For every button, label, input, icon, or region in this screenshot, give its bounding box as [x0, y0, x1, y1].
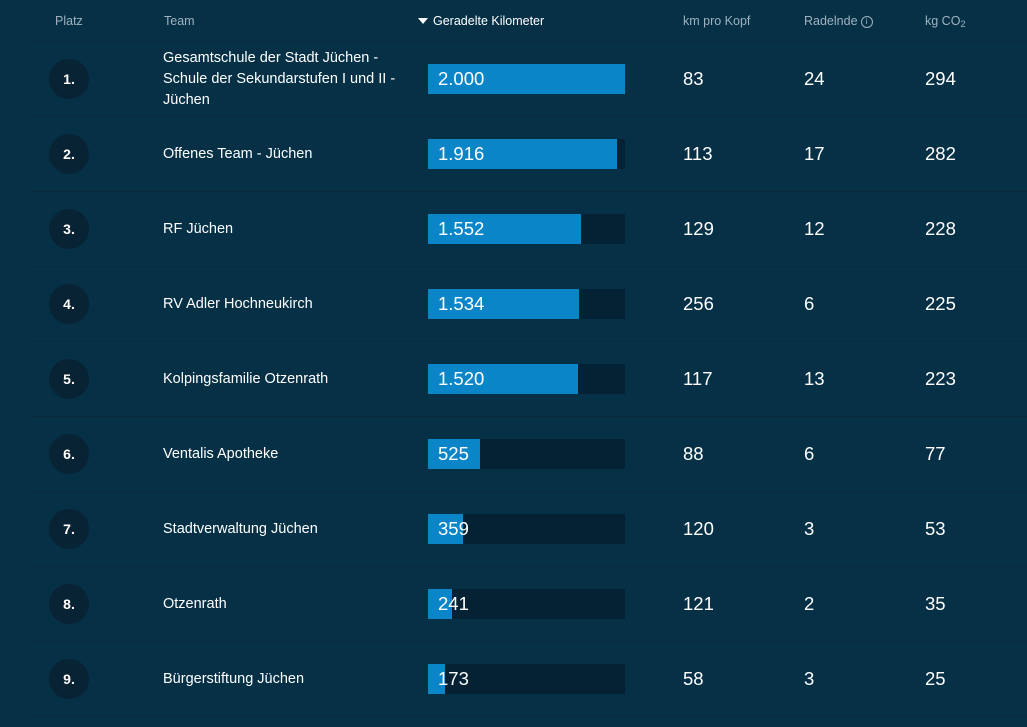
km-per-head-value: 120 — [683, 518, 714, 539]
km-value: 1.916 — [438, 143, 485, 164]
rank-badge: 5. — [49, 359, 89, 399]
cyclists-value: 2 — [804, 593, 815, 614]
team-name[interactable]: RV Adler Hochneukirch — [163, 295, 313, 312]
team-name[interactable]: Ventalis Apotheke — [163, 445, 279, 462]
km-value: 2.000 — [438, 68, 485, 89]
km-bar-fill — [428, 589, 452, 619]
km-value: 359 — [438, 518, 469, 539]
km-bar: 1.916 — [428, 139, 625, 169]
km-bar-fill — [428, 214, 581, 244]
km-bar: 241 — [428, 589, 625, 619]
rank-badge: 7. — [49, 509, 89, 549]
km-bar-fill — [428, 64, 625, 94]
co2-value: 35 — [925, 593, 946, 614]
co2-value: 282 — [925, 143, 956, 164]
co2-value: 223 — [925, 368, 956, 389]
km-value: 173 — [438, 668, 469, 689]
column-header-team[interactable]: Team — [164, 14, 195, 28]
cyclists-value: 6 — [804, 443, 815, 464]
team-name[interactable]: Bürgerstiftung Jüchen — [163, 670, 305, 687]
km-bar: 2.000 — [428, 64, 625, 94]
km-value: 1.552 — [438, 218, 485, 239]
co2-value: 228 — [925, 218, 956, 239]
table-header: Platz Team Geradelte Kilometer km pro Ko… — [30, 0, 1027, 42]
table-row[interactable]: 4. RV Adler Hochneukirch 1.534 256 6 225 — [30, 267, 1027, 342]
table-row[interactable]: 9. Bürgerstiftung Jüchen 173 58 3 25 — [30, 642, 1027, 717]
table-row[interactable]: 5. Kolpingsfamilie Otzenrath 1.520 117 13 223 — [30, 342, 1027, 417]
table-row[interactable]: 2. Offenes Team - Jüchen 1.916 113 17 282 — [30, 117, 1027, 192]
km-per-head-value: 129 — [683, 218, 714, 239]
team-name[interactable]: RF Jüchen — [163, 220, 234, 237]
km-value: 241 — [438, 593, 469, 614]
rank-badge: 9. — [49, 659, 89, 699]
team-name[interactable]: Offenes Team - Jüchen — [163, 145, 313, 162]
cyclists-value: 12 — [804, 218, 825, 239]
km-bar-fill — [428, 289, 580, 319]
cyclists-value: 17 — [804, 143, 825, 164]
km-bar: 359 — [428, 514, 625, 544]
km-per-head-value: 58 — [683, 668, 704, 689]
km-per-head-value: 83 — [683, 68, 704, 89]
cyclists-value: 3 — [804, 668, 815, 689]
column-header-rank[interactable]: Platz — [55, 14, 83, 28]
team-name[interactable]: Kolpingsfamilie Otzenrath — [163, 370, 329, 387]
table-row[interactable]: 7. Stadtverwaltung Jüchen 359 120 3 53 — [30, 492, 1027, 567]
rank-badge: 4. — [49, 284, 89, 324]
cyclists-value: 3 — [804, 518, 815, 539]
table-row[interactable]: 6. Ventalis Apotheke 525 88 6 77 — [30, 417, 1027, 492]
co2-value: 53 — [925, 518, 946, 539]
cyclists-value: 6 — [804, 293, 815, 314]
km-value: 1.520 — [438, 368, 485, 389]
km-bar-fill — [428, 139, 617, 169]
team-name[interactable]: Stadtverwaltung Jüchen — [163, 520, 318, 537]
km-bar-fill — [428, 364, 578, 394]
co2-value: 25 — [925, 668, 946, 689]
rank-badge: 8. — [49, 584, 89, 624]
km-per-head-value: 256 — [683, 293, 714, 314]
table-row[interactable]: 1. Gesamtschule der Stadt Jüchen - Schule… — [30, 42, 1027, 117]
rank-badge: 2. — [49, 134, 89, 174]
km-bar-fill — [428, 514, 464, 544]
info-icon[interactable]: i — [860, 16, 873, 28]
km-value: 525 — [438, 443, 469, 464]
km-bar-fill — [428, 664, 446, 694]
rank-badge: 3. — [49, 209, 89, 249]
km-bar: 1.534 — [428, 289, 625, 319]
co2-value: 294 — [925, 68, 956, 89]
cyclists-value: 13 — [804, 368, 825, 389]
column-header-co2[interactable]: kg CO2 — [925, 14, 966, 29]
km-bar: 1.552 — [428, 214, 625, 244]
km-per-head-value: 113 — [683, 143, 713, 164]
table-body: 1. Gesamtschule der Stadt Jüchen - Schule… — [30, 42, 1027, 717]
co2-value: 225 — [925, 293, 956, 314]
column-header-cyclists[interactable]: Radelnde i — [804, 14, 873, 28]
column-header-km[interactable]: Geradelte Kilometer — [418, 14, 544, 28]
co2-value: 77 — [925, 443, 946, 464]
rank-badge: 1. — [49, 59, 89, 99]
sort-descending-icon — [418, 18, 428, 24]
km-bar-fill — [428, 439, 480, 469]
km-bar: 173 — [428, 664, 625, 694]
km-bar: 525 — [428, 439, 625, 469]
table-row[interactable]: 8. Otzenrath 241 121 2 35 — [30, 567, 1027, 642]
team-name[interactable]: Gesamtschule der Stadt Jüchen - Schule d… — [163, 49, 396, 108]
cyclists-value: 24 — [804, 68, 825, 89]
rank-badge: 6. — [49, 434, 89, 474]
km-bar: 1.520 — [428, 364, 625, 394]
team-name[interactable]: Otzenrath — [163, 595, 227, 612]
km-per-head-value: 117 — [683, 368, 713, 389]
table-row[interactable]: 3. RF Jüchen 1.552 129 12 228 — [30, 192, 1027, 267]
km-per-head-value: 88 — [683, 443, 704, 464]
km-per-head-value: 121 — [683, 593, 714, 614]
km-value: 1.534 — [438, 293, 485, 314]
team-ranking-table: Platz Team Geradelte Kilometer km pro Ko… — [30, 0, 1027, 727]
column-header-km-per-head[interactable]: km pro Kopf — [683, 14, 751, 28]
